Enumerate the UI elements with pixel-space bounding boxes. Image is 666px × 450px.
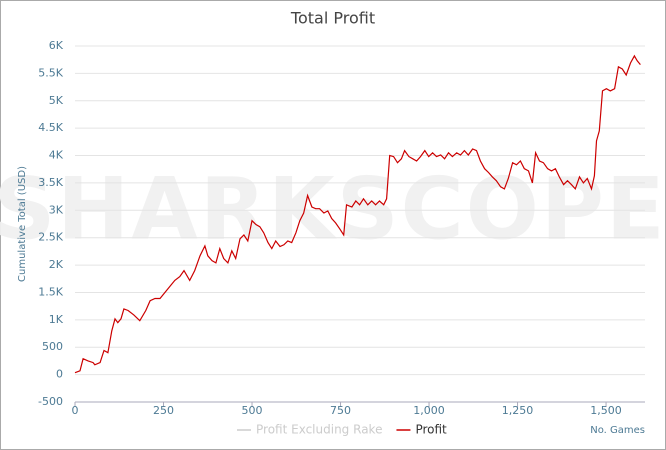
x-tick-label: 1,000 bbox=[413, 404, 445, 417]
y-tick-label: 500 bbox=[42, 340, 63, 353]
y-axis-label: Cumulative Total (USD) bbox=[17, 166, 28, 282]
x-tick-label: 1,500 bbox=[590, 404, 622, 417]
y-tick-label: 6K bbox=[49, 39, 64, 52]
x-tick-label: 750 bbox=[330, 404, 351, 417]
y-tick-label: 3K bbox=[49, 203, 64, 216]
x-tick-label: 1,250 bbox=[502, 404, 534, 417]
y-tick-label: 0 bbox=[56, 368, 63, 381]
y-tick-label: 1.5K bbox=[38, 285, 63, 298]
y-tick-label: 5.5K bbox=[38, 66, 63, 79]
x-axis-label: No. Games bbox=[590, 425, 645, 436]
y-tick-label: 5K bbox=[49, 94, 64, 107]
legend-label[interactable]: Profit Excluding Rake bbox=[256, 423, 382, 437]
y-tick-label: -500 bbox=[38, 395, 63, 408]
x-tick-label: 500 bbox=[242, 404, 263, 417]
y-tick-label: 4K bbox=[49, 149, 64, 162]
chart-title: Total Profit bbox=[290, 9, 375, 28]
y-tick-label: 4.5K bbox=[38, 121, 63, 134]
series-line bbox=[74, 54, 641, 374]
legend-label[interactable]: Profit bbox=[415, 423, 447, 437]
y-tick-label: 3.5K bbox=[38, 176, 63, 189]
y-tick-label: 1K bbox=[49, 313, 64, 326]
y-tick-label: 2.5K bbox=[38, 231, 63, 244]
watermark: SHARKSCOPE bbox=[0, 159, 666, 259]
y-tick-label: 2K bbox=[49, 258, 64, 271]
x-tick-label: 0 bbox=[72, 404, 79, 417]
x-tick-label: 250 bbox=[153, 404, 174, 417]
